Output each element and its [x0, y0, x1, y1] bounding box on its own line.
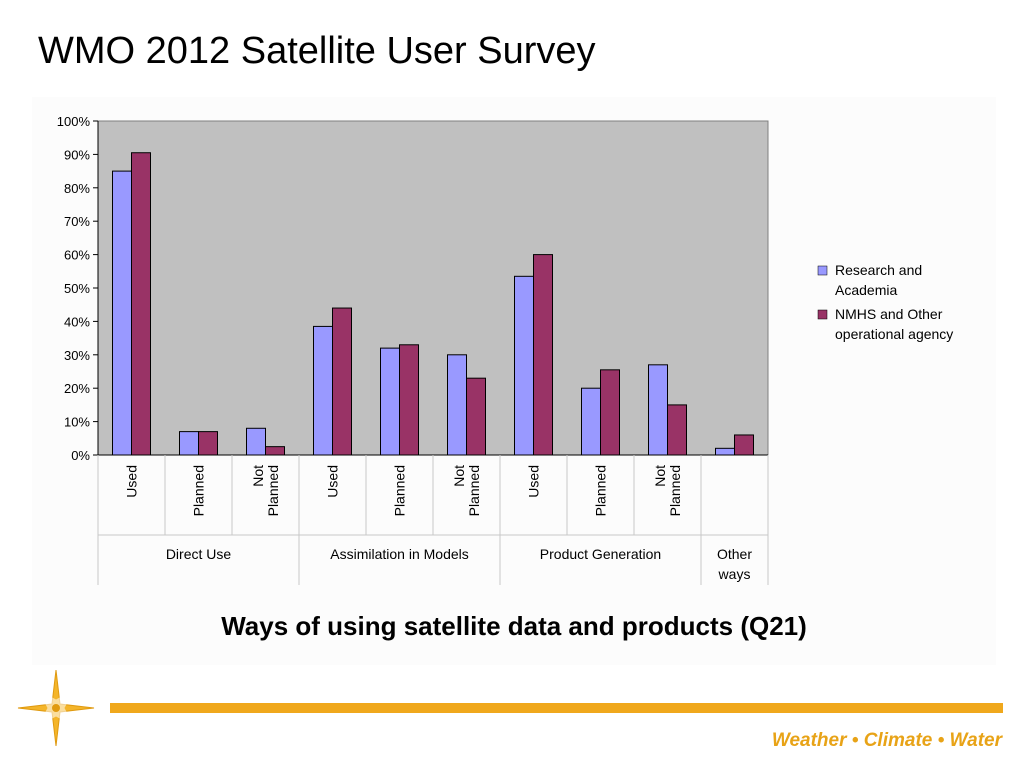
category-label: Used — [526, 465, 542, 498]
bar-research — [179, 431, 199, 456]
bar-research — [380, 347, 400, 456]
footer-tagline: Weather • Climate • Water — [771, 730, 1002, 751]
y-tick-label: 90% — [64, 147, 90, 162]
group-label: ways — [718, 566, 751, 582]
legend-swatch — [817, 265, 828, 276]
group-label: Product Generation — [540, 546, 661, 562]
category-label: Planned — [392, 465, 408, 516]
wmo-star-logo-icon — [16, 668, 96, 753]
slide-title: WMO 2012 Satellite User Survey — [38, 30, 596, 72]
footer-accent-bar — [110, 703, 1003, 713]
bar-research — [246, 427, 266, 456]
bar-research — [112, 170, 132, 456]
legend-label: NMHS and Other operational agency — [835, 306, 953, 342]
bar-research — [313, 325, 333, 456]
bar-research — [715, 447, 735, 456]
y-tick-label: 60% — [64, 248, 90, 263]
bar-nmhs — [332, 307, 352, 456]
bar-nmhs — [399, 344, 419, 456]
bar-nmhs — [667, 404, 687, 456]
chart-panel: 0% 10% 20% 30% 40% 50% 60% 70% 80% 90% 100% Used Pla… — [32, 97, 996, 665]
category-label: Not — [250, 465, 266, 487]
category-label: Not — [451, 465, 467, 487]
y-tick-label: 30% — [64, 348, 90, 363]
legend-swatch — [817, 309, 828, 320]
bar-research — [648, 364, 668, 456]
y-tick-label: 0% — [71, 448, 90, 463]
y-tick-label: 20% — [64, 381, 90, 396]
y-tick-label: 10% — [64, 415, 90, 430]
group-label: Other — [717, 546, 752, 562]
category-label: Used — [124, 465, 140, 498]
bar-nmhs — [466, 377, 486, 456]
y-tick-label: 100% — [57, 114, 91, 129]
bar-research — [581, 387, 601, 456]
category-label: Used — [325, 465, 341, 498]
bar-chart: 0% 10% 20% 30% 40% 50% 60% 70% 80% 90% 100% Used Pla… — [57, 114, 953, 585]
chart-legend: Research and Academia NMHS and Other operat… — [817, 262, 953, 342]
chart-title: Ways of using satellite data and product… — [221, 611, 807, 641]
bar-research — [447, 354, 467, 456]
group-label: Direct Use — [166, 546, 232, 562]
y-tick-label: 70% — [64, 214, 90, 229]
bar-nmhs — [265, 446, 285, 456]
category-label: Planned — [593, 465, 609, 516]
bar-nmhs — [533, 254, 553, 456]
bar-nmhs — [734, 434, 754, 456]
bar-nmhs — [600, 369, 620, 456]
category-label: Planned — [191, 465, 207, 516]
category-label: Not — [652, 465, 668, 487]
group-label: Assimilation in Models — [330, 546, 469, 562]
y-tick-label: 40% — [64, 314, 90, 329]
bar-research — [514, 275, 534, 456]
legend-label: Research and Academia — [835, 262, 922, 298]
bar-nmhs — [131, 152, 151, 456]
category-label: Planned — [667, 465, 683, 516]
category-label: Planned — [466, 465, 482, 516]
y-tick-label: 80% — [64, 181, 90, 196]
bar-nmhs — [198, 431, 218, 456]
y-tick-label: 50% — [64, 281, 90, 296]
category-label: Planned — [265, 465, 281, 516]
